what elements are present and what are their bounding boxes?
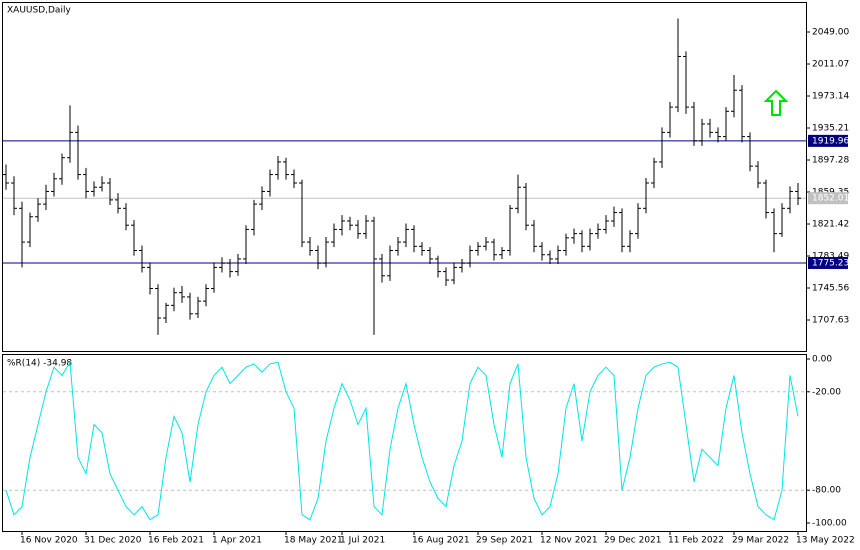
price-label-box (808, 256, 848, 269)
indicator-title: %R(14) -34.98 (7, 359, 72, 369)
x-tick-label: 1 Apr 2021 (212, 536, 262, 546)
price-label-box (808, 134, 848, 147)
y-tick-label: 2049.00 (812, 27, 849, 37)
x-tick-label: 16 Nov 2020 (20, 536, 78, 546)
y-tick-label: 1897.28 (812, 155, 849, 165)
y-tick-label: 0.00 (812, 355, 832, 365)
x-tick-label: 16 Feb 2021 (148, 536, 204, 546)
chart-title: XAUUSD,Daily (7, 6, 71, 16)
x-tick-label: 12 Nov 2021 (540, 536, 598, 546)
y-tick-label: -100.00 (812, 518, 847, 528)
price-pane (2, 2, 807, 352)
up-arrow (763, 89, 789, 116)
y-tick-label: 1745.56 (812, 283, 849, 293)
y-tick-label: 1783.49 (812, 251, 849, 261)
y-tick-label: -80.00 (812, 486, 841, 496)
y-tick-label: 2011.07 (812, 59, 849, 69)
price-label-box (808, 192, 848, 205)
x-tick-label: 13 May 2022 (796, 536, 855, 546)
price-label: 1775.23 (812, 258, 849, 268)
indicator-pane (2, 354, 807, 532)
x-tick-label: 29 Mar 2022 (732, 536, 789, 546)
x-tick-label: 18 May 2021 (284, 536, 343, 546)
y-tick-label: 1707.63 (812, 315, 849, 325)
x-tick-label: 16 Aug 2021 (412, 536, 470, 546)
y-tick-label: 1935.21 (812, 123, 849, 133)
x-tick-label: 11 Feb 2022 (668, 536, 724, 546)
price-label: 1919.96 (812, 136, 849, 146)
y-tick-label: 1821.42 (812, 219, 849, 229)
williams-r-line (5, 360, 799, 521)
x-tick-label: 29 Sep 2021 (476, 536, 533, 546)
x-tick-label: 1 Jul 2021 (340, 536, 385, 546)
x-tick-label: 31 Dec 2020 (84, 536, 142, 546)
y-tick-label: -20.00 (812, 387, 841, 397)
price-label: 1852.01 (812, 194, 849, 204)
y-tick-label: 1973.14 (812, 91, 849, 101)
x-tick-label: 29 Dec 2021 (604, 536, 662, 546)
